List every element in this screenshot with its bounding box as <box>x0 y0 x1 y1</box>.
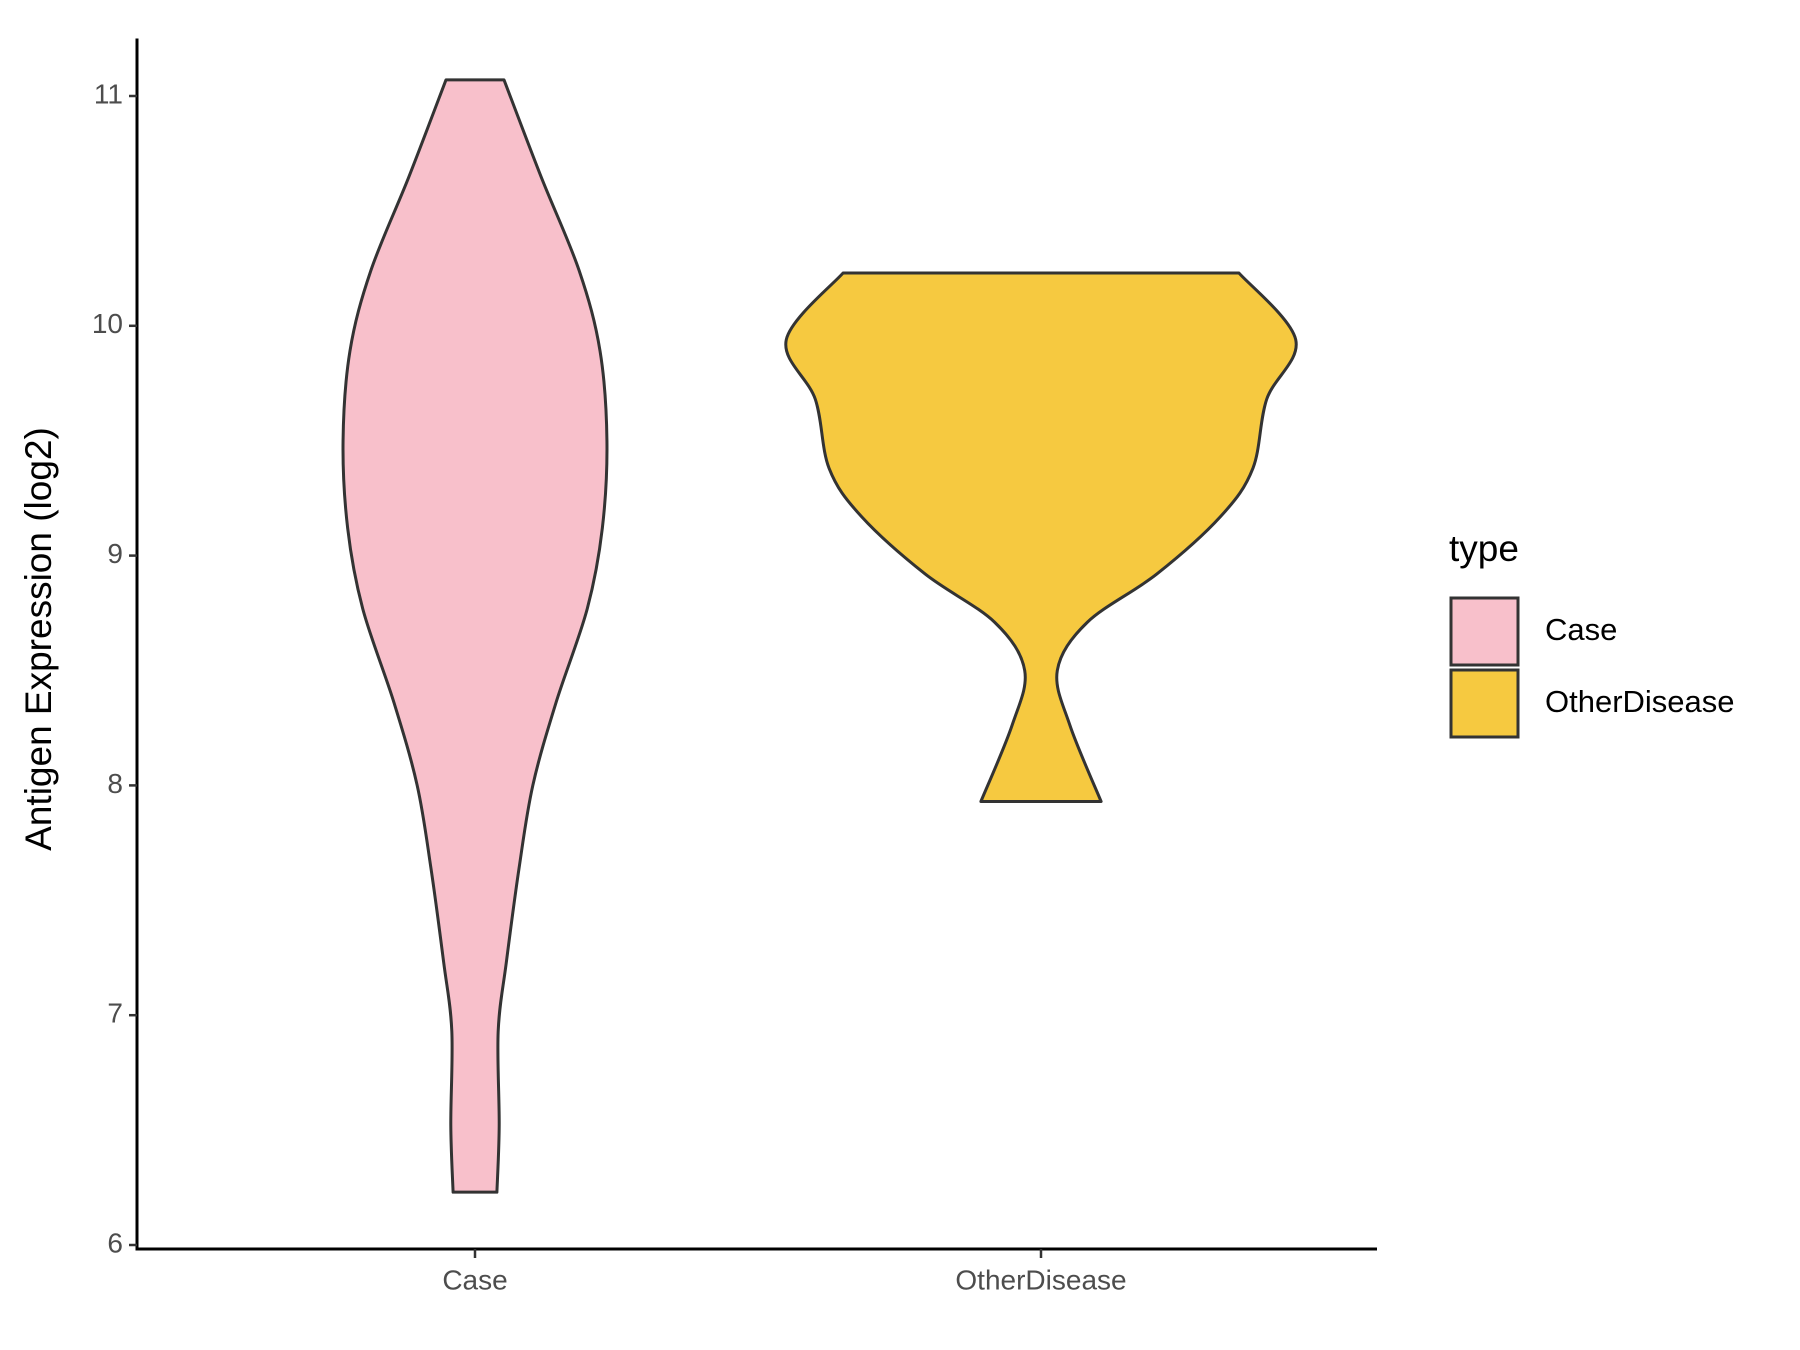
legend-swatch <box>1449 596 1520 667</box>
legend-swatch <box>1449 668 1520 739</box>
y-tick-label: 8 <box>107 768 123 799</box>
x-tick-label: OtherDisease <box>955 1264 1126 1295</box>
legend-title: type <box>1449 528 1519 569</box>
violin <box>341 78 609 1194</box>
y-tick-label: 6 <box>107 1227 123 1258</box>
legend-label: OtherDisease <box>1545 684 1735 719</box>
legend-label: Case <box>1545 612 1617 647</box>
y-tick-label: 11 <box>94 78 123 109</box>
y-tick-label: 10 <box>92 308 123 339</box>
y-axis-title: Antigen Expression (log2) <box>18 427 59 851</box>
violin <box>784 271 1298 803</box>
y-tick-label: 7 <box>107 998 123 1029</box>
y-tick-label: 9 <box>107 538 123 569</box>
x-tick-label: Case <box>442 1264 507 1295</box>
